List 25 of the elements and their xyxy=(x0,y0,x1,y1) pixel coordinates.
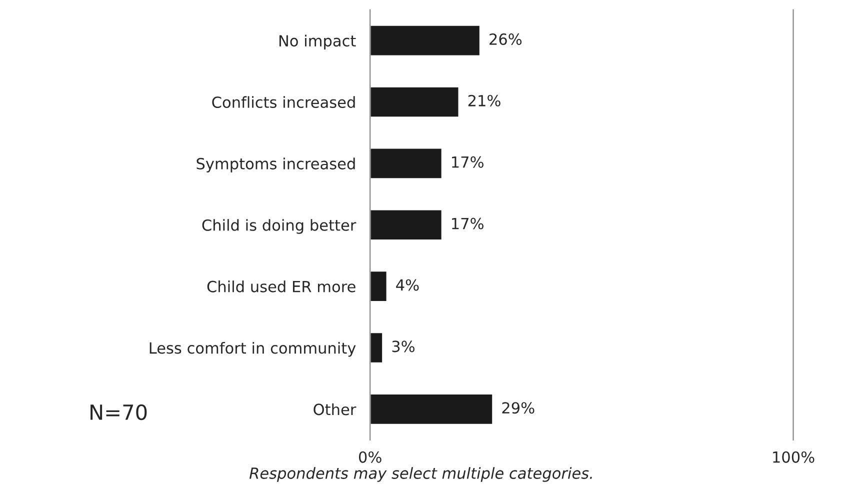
y-tick-label: Child used ER more xyxy=(207,280,356,292)
y-tick-label: Less comfort in community xyxy=(150,342,356,357)
bar xyxy=(370,147,443,180)
data-label: 3% xyxy=(392,340,414,352)
y-tick-label: No impact xyxy=(279,34,356,50)
y-tick-label: Child is doing better xyxy=(202,219,356,234)
text: N=70 xyxy=(90,404,147,420)
bar xyxy=(370,24,481,57)
x-tick-label: 0% xyxy=(358,451,382,463)
bar xyxy=(370,393,494,426)
data-label: 26% xyxy=(490,33,522,45)
y-tick-label: Conflicts increased xyxy=(212,96,355,108)
x-tick-label: 100% xyxy=(773,451,814,463)
y-tick-label: Other xyxy=(314,403,356,416)
data-label: 4% xyxy=(396,279,419,291)
bar xyxy=(370,208,443,241)
y-tick-label: Symptoms increased xyxy=(196,158,355,172)
data-label: 17% xyxy=(452,218,484,230)
data-label: 29% xyxy=(502,402,534,414)
bar xyxy=(370,332,384,364)
data-label: 17% xyxy=(452,156,484,168)
text: Respondents may select multiple categories. xyxy=(249,467,592,482)
bar xyxy=(370,270,388,302)
data-label: 21% xyxy=(468,94,500,106)
bar xyxy=(370,86,460,118)
